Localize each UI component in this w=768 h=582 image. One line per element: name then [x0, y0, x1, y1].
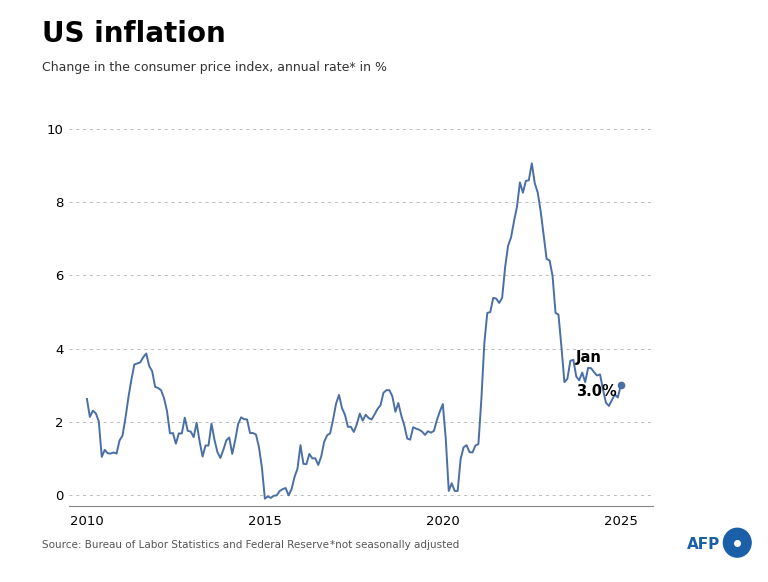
- Text: Source: Bureau of Labor Statistics and Federal Reserve: Source: Bureau of Labor Statistics and F…: [42, 540, 329, 550]
- Text: Jan: Jan: [576, 350, 602, 365]
- Text: *not seasonally adjusted: *not seasonally adjusted: [330, 540, 459, 550]
- Text: 3.0%: 3.0%: [576, 384, 617, 399]
- Circle shape: [723, 528, 751, 557]
- Text: AFP: AFP: [687, 537, 720, 552]
- Text: US inflation: US inflation: [42, 20, 226, 48]
- Text: Change in the consumer price index, annual rate* in %: Change in the consumer price index, annu…: [42, 61, 387, 74]
